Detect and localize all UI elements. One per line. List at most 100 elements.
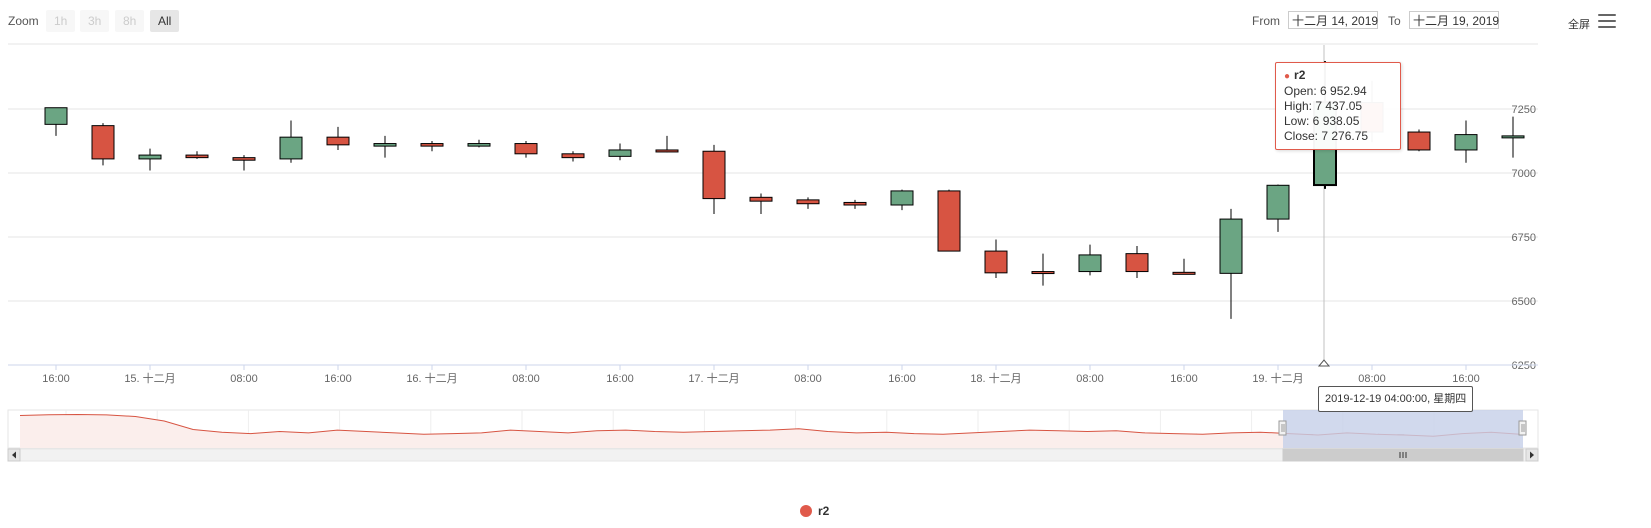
candle-body (1219, 218, 1243, 274)
candle (138, 148, 162, 171)
candle (1078, 244, 1102, 276)
crosshair-date-label: 2019-12-19 04:00:00, 星期四 (1318, 386, 1474, 412)
series-dot-icon: ● (1284, 71, 1291, 82)
candle-body (984, 250, 1008, 274)
candle (843, 199, 867, 209)
candle (890, 189, 914, 211)
candle-body (138, 154, 162, 160)
from-date-input[interactable]: 十二月 14, 2019 (1288, 11, 1378, 29)
x-tick-label: 16:00 (606, 373, 634, 385)
candle-body (655, 149, 679, 153)
candle-body (467, 143, 491, 147)
candle (1266, 184, 1290, 232)
x-tick-label: 08:00 (794, 373, 822, 385)
tooltip-low: Low: 6 938.05 (1284, 114, 1360, 128)
candle (373, 135, 397, 158)
x-tick-label: 08:00 (1076, 373, 1104, 385)
scrollbar[interactable] (7, 448, 1539, 462)
candle (279, 120, 303, 163)
candle (1454, 120, 1478, 163)
from-label: From (1252, 14, 1280, 28)
candle (420, 141, 444, 152)
zoom-1h-button[interactable]: 1h (46, 10, 76, 32)
navigator-line (19, 413, 1521, 437)
candle-body (1031, 271, 1055, 275)
x-tick-label: 19. 十二月 (1252, 371, 1303, 385)
legend-item-r2[interactable]: r2 (800, 504, 829, 518)
candle (1501, 116, 1525, 158)
ohlc-tooltip: ● r2 Open: 6 952.94 High: 7 437.05 Low: 6… (1275, 62, 1401, 150)
candle (185, 151, 209, 159)
navigator-handle[interactable] (1278, 420, 1287, 436)
candle-body (232, 157, 256, 161)
range-selector-bar: Zoom 1h 3h 8h All From 十二月 14, 2019 To 十… (0, 0, 1651, 44)
y-tick-label: 6250 (1512, 360, 1536, 372)
y-axis: 6250 6500 6750 7000 7250 (1512, 104, 1536, 372)
candle (1407, 129, 1431, 152)
candle (1172, 258, 1196, 275)
candle-body (1454, 134, 1478, 151)
candle (937, 189, 961, 252)
candle (608, 143, 632, 161)
candle (1219, 208, 1243, 319)
navigator-area (20, 414, 1520, 448)
zoom-label: Zoom (8, 14, 39, 28)
candle-body (749, 196, 773, 202)
x-tick-label: 16:00 (1452, 373, 1480, 385)
candle-body (185, 154, 209, 159)
candle-body (44, 107, 68, 125)
fullscreen-button[interactable]: 全屏 (1568, 19, 1590, 31)
candle (561, 151, 585, 162)
tooltip-open: Open: 6 952.94 (1284, 84, 1367, 98)
x-tick-label: 16. 十二月 (406, 371, 457, 385)
candle-body (1125, 253, 1149, 273)
candle-body (1407, 131, 1431, 151)
x-tick-label: 08:00 (512, 373, 540, 385)
zoom-all-button[interactable]: All (150, 10, 180, 32)
candle-body (326, 136, 350, 146)
navigator-selected-range (1283, 410, 1523, 448)
candle (702, 144, 726, 214)
y-tick-label: 6750 (1512, 232, 1536, 244)
zoom-8h-button[interactable]: 8h (115, 10, 145, 32)
x-axis: 16:00 15. 十二月 08:00 16:00 16. 十二月 08:00 16:00 1… (8, 364, 1538, 385)
candle (655, 135, 679, 153)
candle-body (279, 136, 303, 160)
candle-body (514, 143, 538, 155)
candle-body (91, 125, 115, 160)
candle-body (843, 201, 867, 206)
tooltip-high: High: 7 437.05 (1284, 99, 1363, 113)
zoom-3h-button[interactable]: 3h (80, 10, 110, 32)
x-tick-label: 08:00 (230, 373, 258, 385)
candle (514, 141, 538, 158)
candle-body (937, 190, 961, 252)
tooltip-close: Close: 7 276.75 (1284, 129, 1369, 143)
candle (326, 126, 350, 150)
candle (91, 123, 115, 166)
candle-body (608, 149, 632, 157)
candle (749, 193, 773, 214)
x-tick-label: 16:00 (1170, 373, 1198, 385)
candle (1125, 245, 1149, 278)
candle (44, 107, 68, 136)
scroll-right-arrow-icon (1530, 451, 1534, 459)
candle (1031, 253, 1055, 286)
x-tick-label: 16:00 (42, 373, 70, 385)
to-date-input[interactable]: 十二月 19, 2019 (1409, 11, 1499, 29)
candle (232, 155, 256, 171)
scroll-left-arrow-icon (12, 451, 16, 459)
candle-body (373, 143, 397, 147)
x-tick-label: 16:00 (888, 373, 916, 385)
x-tick-label: 08:00 (1358, 373, 1386, 385)
candle-body (796, 199, 820, 205)
candle (984, 239, 1008, 278)
navigator-handle[interactable] (1518, 420, 1527, 436)
x-tick-label: 17. 十二月 (688, 371, 739, 385)
to-label: To (1388, 14, 1401, 28)
candle-body (420, 143, 444, 147)
hamburger-menu-icon[interactable] (1598, 14, 1616, 28)
candle-body (890, 190, 914, 206)
y-tick-label: 6500 (1512, 296, 1536, 308)
y-tick-label: 7000 (1512, 168, 1536, 180)
